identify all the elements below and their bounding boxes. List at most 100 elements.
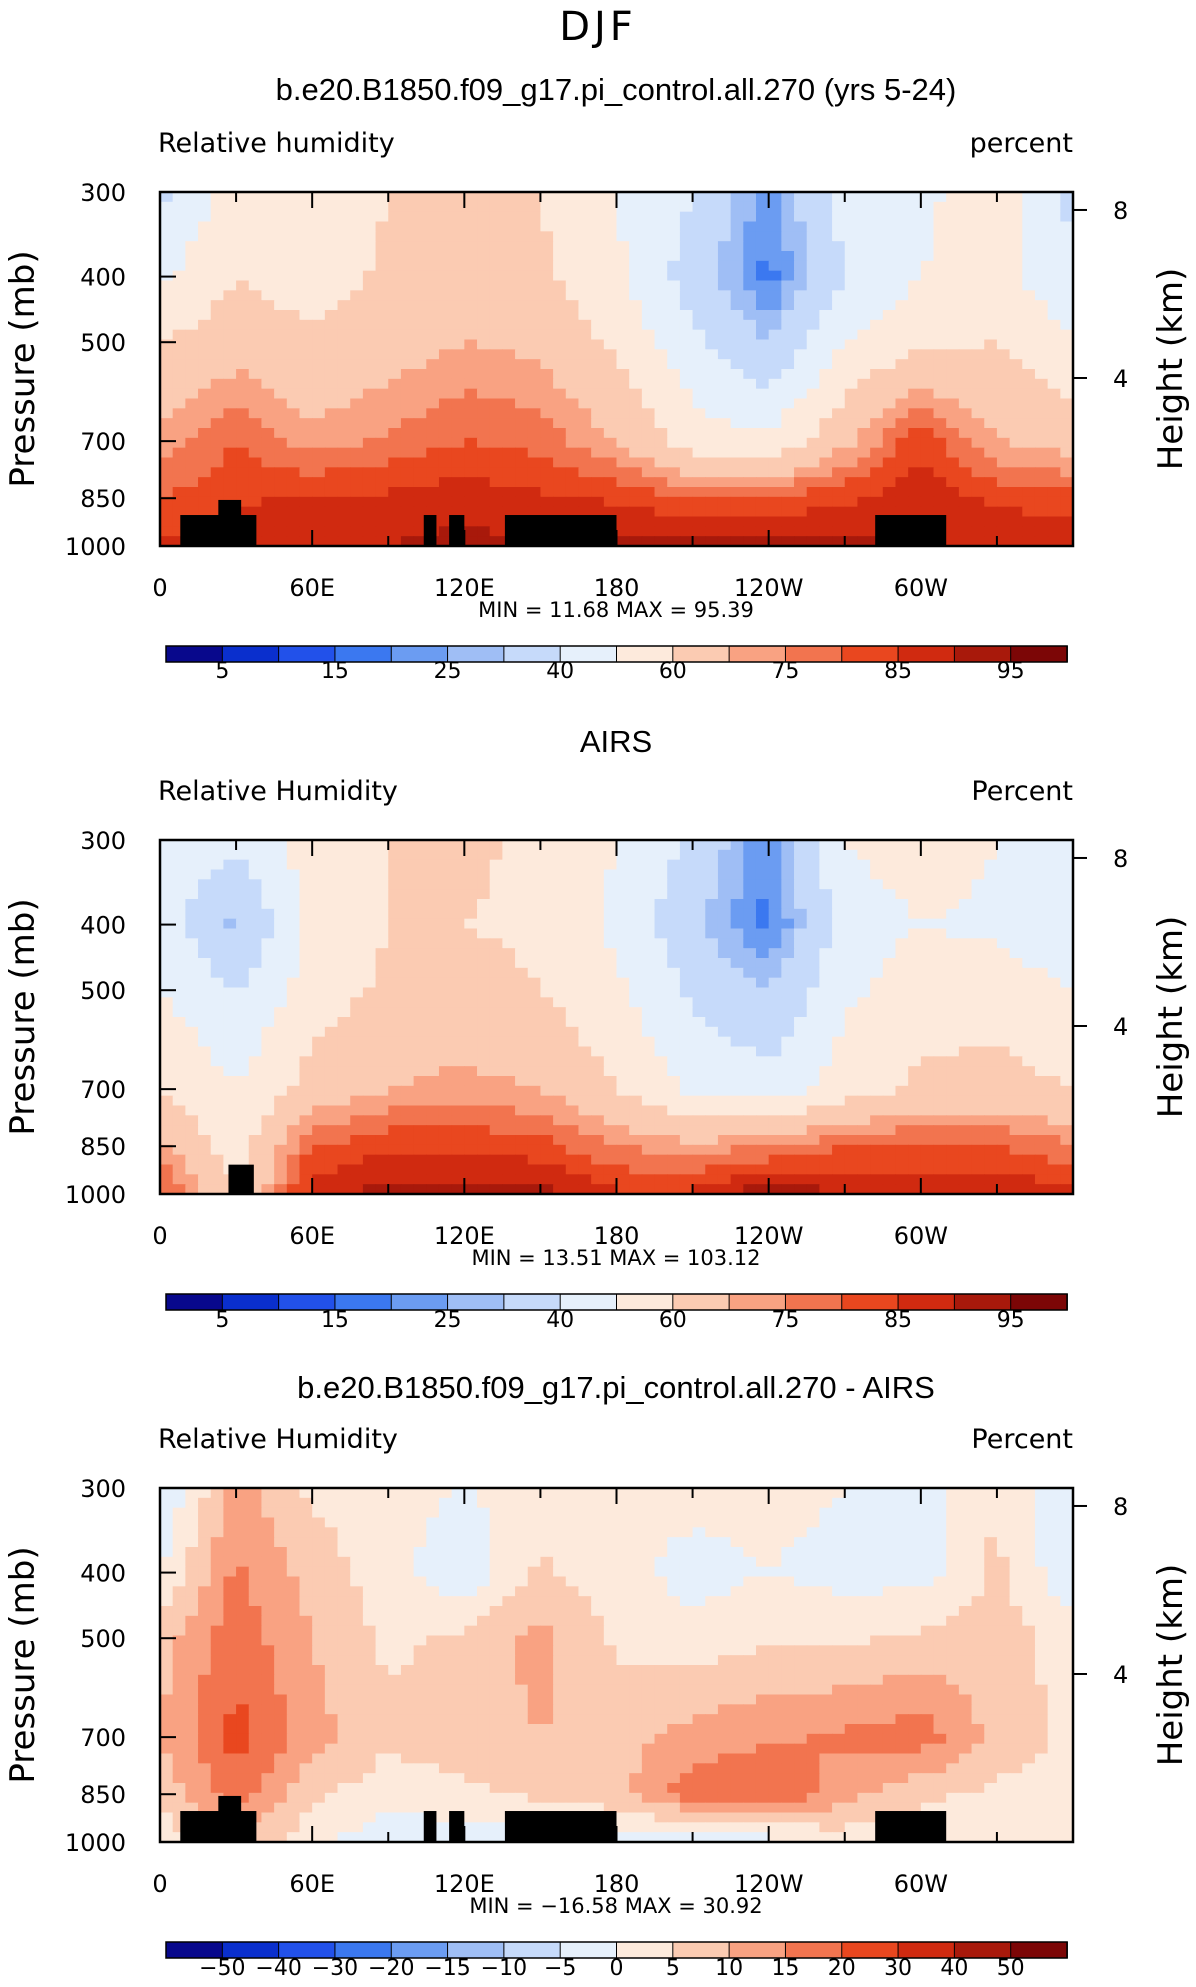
heat-cell [768,859,782,871]
heat-cell [743,260,757,272]
heat-cell [451,231,465,242]
heat-cell [515,270,529,282]
heat-cell [502,310,516,321]
heat-cell [819,280,833,291]
heat-cell [616,378,630,390]
heat-cell [654,359,668,370]
heat-cell [286,251,301,262]
heat-cell [667,1115,681,1126]
heat-cell [223,359,237,370]
heat-cell [248,260,263,272]
heat-cell [591,221,605,232]
heat-cell [958,437,973,449]
heat-cell [629,231,643,242]
heat-cell [654,997,668,1008]
heat-cell [299,879,313,890]
heat-cell [730,310,744,321]
heat-cell [223,1026,237,1038]
heat-cell [451,987,465,998]
heat-cell [870,1076,884,1087]
heat-cell [692,1026,706,1038]
heat-cell [236,310,250,321]
heat-cell [1022,859,1036,871]
heat-cell [1009,840,1023,851]
heat-cell [1060,1144,1074,1156]
heat-cell [489,487,503,498]
heat-cell [464,359,478,370]
heat-cell [717,1056,732,1067]
heat-cell [882,437,897,449]
heat-cell [895,1046,909,1057]
heat-cell [591,349,605,360]
heat-cell [616,290,630,301]
heat-cell [603,221,618,232]
heat-cell [794,339,808,350]
heat-cell [286,997,301,1008]
heat-cell [996,1056,1011,1067]
heat-cell [1060,428,1074,439]
heat-cell [781,889,795,900]
heat-cell [185,899,199,910]
heat-cell [996,1135,1011,1146]
heat-cell [629,1007,643,1018]
heat-cell [502,378,516,390]
heat-cell [870,496,884,508]
heat-cell [629,260,643,272]
heat-cell [261,398,275,409]
heat-cell [908,1046,922,1057]
heat-cell [172,192,186,203]
heat-cell [527,378,542,390]
heat-cell [895,1105,909,1116]
heat-cell [438,1085,453,1097]
heat-cell [261,516,275,527]
heat-cell [527,388,542,400]
heat-cell [958,329,973,341]
heat-cell [755,1125,770,1136]
heat-cell [857,221,871,232]
heat-cell [946,840,960,851]
heat-cell [299,260,313,272]
heat-cell [540,958,554,969]
heat-cell [451,457,465,468]
heat-cell [819,899,833,910]
heat-cell [654,987,668,998]
heat-cell [286,378,301,390]
colorbar-label: 75 [771,659,799,684]
heat-cell [946,388,960,400]
lon-tick-label: 0 [152,574,167,602]
heat-cell [946,339,960,350]
heat-cell [489,241,503,252]
heat-cell [565,428,580,439]
heat-cell [629,879,643,890]
heat-cell [464,1046,478,1057]
heat-cell [882,359,897,370]
heat-cell [971,339,985,350]
heat-cell [261,879,275,890]
heat-cell [882,418,897,429]
heat-cell [185,437,199,449]
heat-cell [451,319,465,331]
heat-cell [198,437,212,449]
heat-cell [451,889,465,900]
heat-cell [717,388,732,400]
heat-cell [1034,889,1049,900]
heat-cell [794,251,808,262]
heat-cell [870,221,884,232]
heat-cell [730,526,744,537]
heat-cell [755,1007,770,1018]
heat-cell [591,967,605,979]
heat-cell [1047,192,1061,203]
heat-cell [299,378,313,390]
heat-cell [489,1135,503,1146]
heat-cell [1034,457,1049,468]
heat-cell [565,1144,580,1156]
heat-cell [527,1115,542,1126]
heat-cell [337,908,351,920]
heat-cell [299,201,313,213]
heat-cell [337,1076,351,1087]
heat-cell [641,879,656,890]
height-tick-label: 8 [1113,197,1128,225]
heat-cell [667,1026,681,1038]
heat-cell [1047,1066,1061,1077]
heat-cell [464,437,478,449]
